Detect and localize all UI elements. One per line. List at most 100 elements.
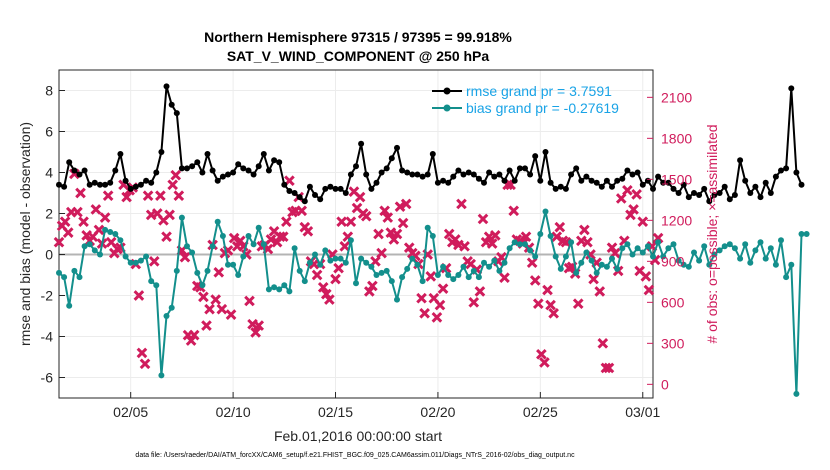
rmse-bias-series xyxy=(56,83,810,397)
bias-point xyxy=(716,247,723,254)
obs-assimilated-marker xyxy=(102,190,114,202)
rmse-point xyxy=(271,157,278,164)
obs-assimilated-marker xyxy=(345,216,357,228)
bias-point xyxy=(475,274,482,281)
obs-assimilated-marker xyxy=(529,275,541,286)
obs-assimilated-marker xyxy=(90,204,102,215)
x-tick-label: 03/01 xyxy=(625,404,660,420)
obs-assimilated-marker xyxy=(526,257,538,269)
y-tick-label-right: 1500 xyxy=(661,171,692,187)
rmse-point xyxy=(214,177,221,184)
bias-point xyxy=(726,241,733,248)
obs-assimilated-marker xyxy=(520,231,532,243)
rmse-point xyxy=(634,169,641,176)
bias-point xyxy=(91,247,98,254)
rmse-point xyxy=(368,185,375,192)
obs-assimilated-marker xyxy=(265,234,277,245)
obs-assimilated-marker xyxy=(459,240,470,252)
bias-point xyxy=(81,243,88,250)
bias-point xyxy=(731,245,738,252)
bias-point xyxy=(199,282,206,289)
rmse-point xyxy=(122,177,129,184)
bias-point xyxy=(337,255,344,262)
rmse-point xyxy=(301,198,308,205)
rmse-point xyxy=(353,163,359,170)
rmse-point xyxy=(557,183,564,190)
rmse-point xyxy=(260,151,267,157)
bias-point xyxy=(665,245,672,252)
bias-point xyxy=(342,259,349,266)
y-tick-label-right: 2100 xyxy=(661,89,692,105)
rmse-point xyxy=(624,167,631,174)
rmse-point xyxy=(332,185,339,192)
bias-point xyxy=(598,261,605,268)
x-axis-label: Feb.01,2016 00:00:00 start xyxy=(274,428,442,444)
bias-point xyxy=(240,253,247,260)
obs-assimilated-marker xyxy=(508,205,520,217)
rmse-point xyxy=(501,177,508,184)
bias-point xyxy=(189,249,196,256)
obs-assimilated-marker xyxy=(499,272,510,284)
bias-point xyxy=(178,214,185,221)
rmse-point xyxy=(127,185,134,192)
rmse-point xyxy=(434,179,441,186)
rmse-point xyxy=(81,167,88,174)
bias-point xyxy=(312,251,318,258)
y-tick-label-right: 1800 xyxy=(661,130,692,146)
obs-assimilated-marker xyxy=(609,247,621,259)
bias-point xyxy=(542,208,549,215)
y-tick-label-right: 1200 xyxy=(661,212,692,228)
rmse-point xyxy=(486,169,493,176)
obs-assimilated-marker xyxy=(554,221,566,233)
rmse-point xyxy=(470,171,477,178)
rmse-point xyxy=(97,181,103,188)
bias-point xyxy=(644,243,651,250)
bias-point xyxy=(650,253,656,260)
rmse-point xyxy=(552,185,559,192)
bias-point xyxy=(593,269,600,276)
obs-assimilated-marker xyxy=(139,358,151,370)
bias-point xyxy=(491,257,498,264)
obs-assimilated-marker xyxy=(167,179,179,191)
obs-assimilated-marker xyxy=(489,230,501,241)
rmse-point xyxy=(527,171,534,178)
bias-point xyxy=(394,296,400,303)
rmse-point xyxy=(619,175,626,182)
rmse-point xyxy=(219,173,226,180)
rmse-point xyxy=(465,169,472,176)
obs-assimilated-marker xyxy=(336,216,347,228)
obs-assimilated-marker xyxy=(234,235,246,247)
bias-point xyxy=(194,269,201,276)
obs-assimilated-marker xyxy=(603,362,615,374)
obs-assimilated-marker xyxy=(213,266,225,278)
bias-point xyxy=(737,255,744,262)
obs-assimilated-marker xyxy=(151,208,163,219)
obs-assimilated-marker xyxy=(262,243,274,255)
bias-point xyxy=(132,259,139,266)
bias-point xyxy=(107,229,114,235)
obs-assimilated-marker xyxy=(572,298,584,310)
bias-point xyxy=(532,253,539,260)
rmse-point xyxy=(588,177,595,184)
obs-assimilated-marker xyxy=(339,240,351,252)
rmse-point xyxy=(747,190,754,196)
rmse-point xyxy=(757,194,764,201)
obs-assimilated-marker xyxy=(416,292,427,304)
bias-point xyxy=(573,269,580,276)
obs-assimilated-marker xyxy=(428,292,440,304)
rmse-point xyxy=(798,181,805,188)
rmse-point xyxy=(363,171,370,178)
bias-point xyxy=(516,241,523,248)
rmse-point xyxy=(742,177,749,184)
rmse-point xyxy=(696,192,703,198)
obs-assimilated-marker xyxy=(75,187,86,199)
obs-assimilated-marker xyxy=(198,291,209,303)
obs-assimilated-marker xyxy=(397,217,409,229)
footnote: data file: /Users/raeder/DAI/ATM_forcXX/… xyxy=(135,452,575,459)
bias-point xyxy=(219,233,226,239)
obs-assimilated-marker xyxy=(330,273,341,285)
rmse-point xyxy=(404,169,411,176)
bias-point xyxy=(721,243,728,250)
rmse-point xyxy=(419,173,426,180)
bias-point xyxy=(322,247,329,254)
